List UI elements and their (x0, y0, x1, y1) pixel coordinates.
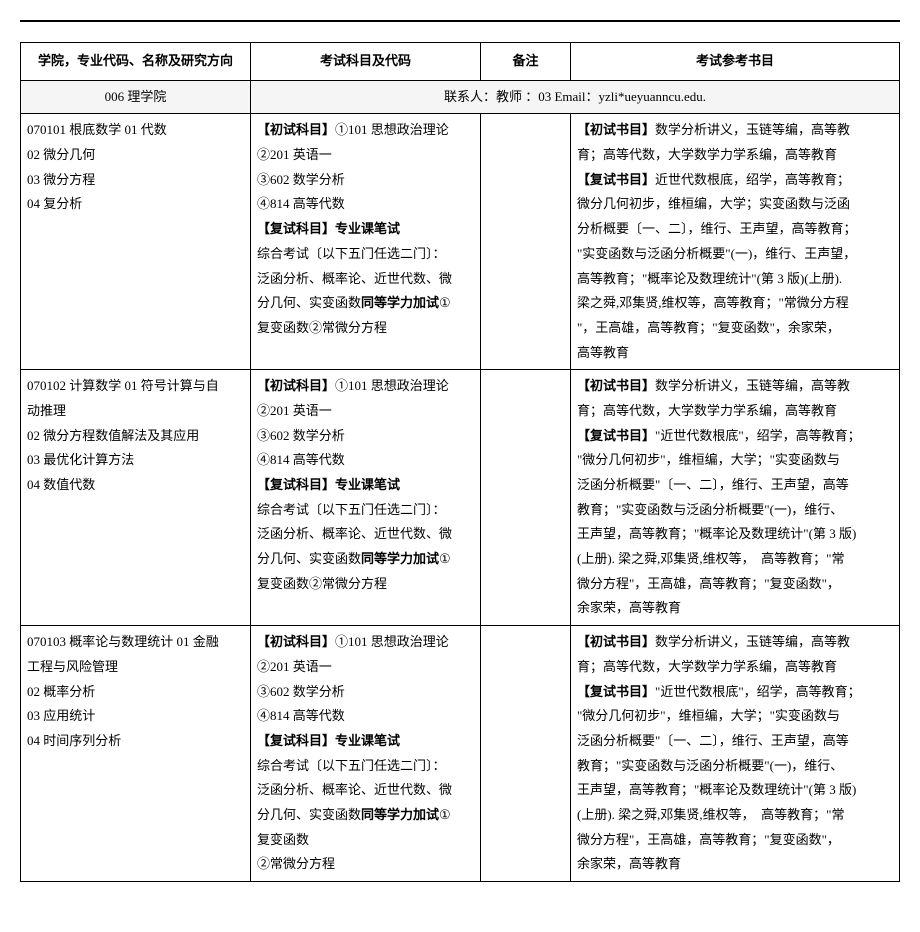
main-table: 学院，专业代码、名称及研究方向 考试科目及代码 备注 考试参考书目 006 理学… (20, 42, 900, 882)
table-row: 070102 计算数学 01 符号计算与自动推理02 微分方程数值解法及其应用0… (21, 370, 900, 626)
exam-cell: 【初试科目】①101 思想政治理论②201 英语一③602 数学分析④814 高… (251, 626, 481, 882)
table-row: 070101 根底数学 01 代数02 微分几何03 微分方程04 复分析【初试… (21, 114, 900, 370)
header-col1: 学院，专业代码、名称及研究方向 (21, 43, 251, 81)
header-row: 学院，专业代码、名称及研究方向 考试科目及代码 备注 考试参考书目 (21, 43, 900, 81)
header-col4: 考试参考书目 (571, 43, 900, 81)
exam-cell: 【初试科目】①101 思想政治理论②201 英语一③602 数学分析④814 高… (251, 114, 481, 370)
major-cell: 070102 计算数学 01 符号计算与自动推理02 微分方程数值解法及其应用0… (21, 370, 251, 626)
ref-cell: 【初试书目】数学分析讲义，玉链等编，高等教育；高等代数，大学数学力学系编，高等教… (571, 370, 900, 626)
dept-contact: 联系人：教师 ：03 Email：yzli*ueyuanncu.edu. (251, 80, 900, 114)
ref-cell: 【初试书目】数学分析讲义，玉链等编，高等教育；高等代数，大学数学力学系编，高等教… (571, 114, 900, 370)
exam-cell: 【初试科目】①101 思想政治理论②201 英语一③602 数学分析④814 高… (251, 370, 481, 626)
note-cell (481, 626, 571, 882)
header-col3: 备注 (481, 43, 571, 81)
page: 学院，专业代码、名称及研究方向 考试科目及代码 备注 考试参考书目 006 理学… (20, 20, 900, 882)
note-cell (481, 370, 571, 626)
table-row: 070103 概率论与数理统计 01 金融工程与风险管理02 概率分析03 应用… (21, 626, 900, 882)
major-cell: 070101 根底数学 01 代数02 微分几何03 微分方程04 复分析 (21, 114, 251, 370)
major-cell: 070103 概率论与数理统计 01 金融工程与风险管理02 概率分析03 应用… (21, 626, 251, 882)
note-cell (481, 114, 571, 370)
ref-cell: 【初试书目】数学分析讲义，玉链等编，高等教育；高等代数，大学数学力学系编，高等教… (571, 626, 900, 882)
dept-name: 006 理学院 (21, 80, 251, 114)
dept-row: 006 理学院 联系人：教师 ：03 Email：yzli*ueyuanncu.… (21, 80, 900, 114)
header-col2: 考试科目及代码 (251, 43, 481, 81)
